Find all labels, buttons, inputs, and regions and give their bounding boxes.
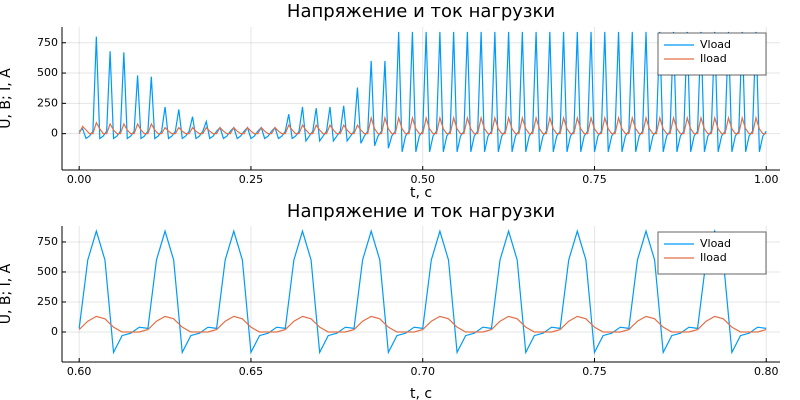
x-axis-label: t, c [410, 185, 432, 201]
x-tick-label: 0.75 [582, 365, 607, 378]
x-tick-label: 0.70 [410, 365, 435, 378]
y-axis-label: U, B; I, A [0, 68, 14, 129]
x-tick-label: 0.80 [754, 365, 779, 378]
legend-label: Vload [700, 38, 731, 51]
legend-box [657, 231, 767, 275]
legend-label: Iload [700, 52, 727, 65]
y-tick-label: 250 [37, 96, 58, 109]
legend-label: Vload [700, 237, 731, 250]
chart-title: Напряжение и ток нагрузки [287, 1, 555, 22]
y-tick-label: 750 [37, 36, 58, 49]
legend-box [657, 32, 767, 76]
series-line [78, 229, 767, 355]
y-tick-label: 750 [37, 235, 58, 248]
y-axis-label: U, B; I, A [0, 263, 14, 324]
y-tick-label: 500 [37, 265, 58, 278]
series-line [78, 315, 767, 333]
x-tick-label: 0.65 [239, 365, 264, 378]
x-tick-label: 1.00 [754, 173, 779, 186]
x-tick-label: 0.75 [582, 173, 607, 186]
y-tick-label: 500 [37, 66, 58, 79]
series-line [78, 115, 767, 135]
x-tick-label: 0.50 [410, 173, 435, 186]
legend-label: Iload [700, 251, 727, 264]
x-tick-label: 0.00 [67, 173, 92, 186]
y-tick-label: 0 [51, 127, 58, 140]
chart-title: Напряжение и ток нагрузки [287, 201, 555, 222]
y-tick-label: 0 [51, 325, 58, 338]
x-tick-label: 0.25 [239, 173, 264, 186]
y-tick-label: 250 [37, 295, 58, 308]
x-axis-label: t, c [410, 386, 432, 400]
x-tick-label: 0.60 [67, 365, 92, 378]
